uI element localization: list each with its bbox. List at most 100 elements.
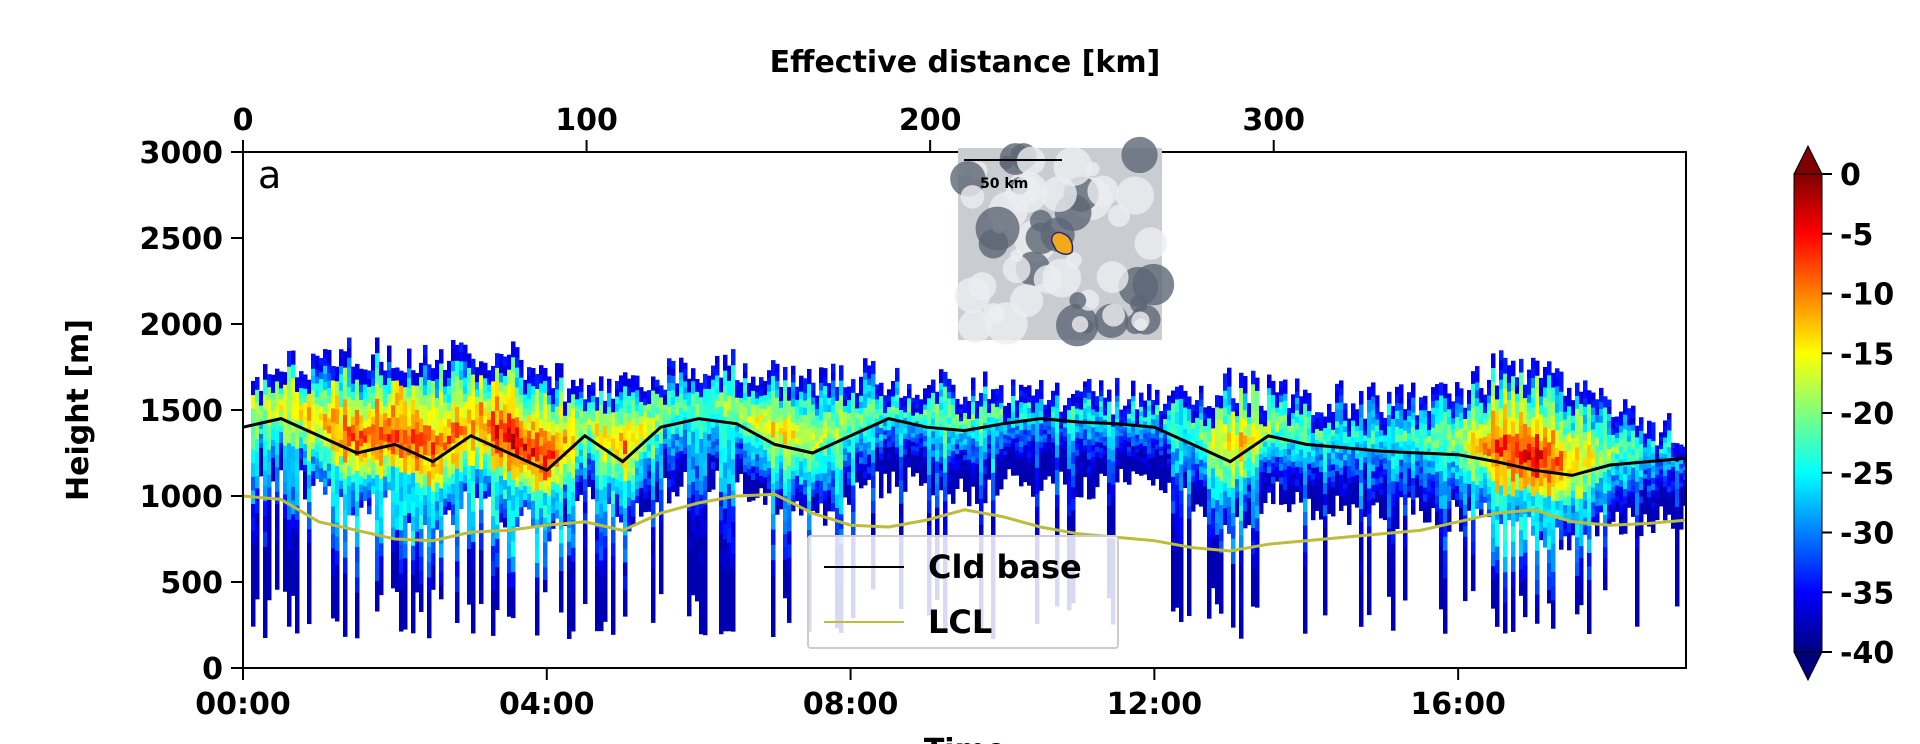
heatmap-cell <box>1155 399 1160 406</box>
heatmap-cell <box>471 419 476 436</box>
heatmap-cell <box>1147 405 1152 412</box>
heatmap-cell <box>459 342 464 353</box>
heatmap-cell <box>615 426 620 435</box>
heatmap-cell <box>1055 519 1060 533</box>
heatmap-cell <box>1263 476 1268 483</box>
heatmap-cell <box>659 512 664 525</box>
heatmap-cell <box>551 434 556 444</box>
heatmap-cell <box>1087 485 1092 493</box>
heatmap-cell <box>287 503 292 520</box>
heatmap-cell <box>595 552 600 567</box>
heatmap-cell <box>655 488 660 496</box>
heatmap-cell <box>1199 385 1204 393</box>
heatmap-cell <box>627 514 632 523</box>
heatmap-cell <box>567 569 572 584</box>
heatmap-cell <box>603 572 608 586</box>
heatmap-cell <box>1023 423 1028 430</box>
heatmap-cell <box>375 337 380 354</box>
heatmap-cell <box>663 394 668 400</box>
heatmap-cell <box>1175 496 1180 510</box>
heatmap-cell <box>727 512 732 529</box>
heatmap-cell <box>635 389 640 398</box>
heatmap-cell <box>1331 423 1336 430</box>
heatmap-cell <box>1115 435 1120 442</box>
heatmap-cell <box>783 533 788 547</box>
heatmap-cell <box>903 486 908 492</box>
heatmap-cell <box>651 458 656 473</box>
heatmap-cell <box>907 393 912 399</box>
heatmap-cell <box>915 412 920 417</box>
heatmap-cell <box>1135 412 1140 417</box>
heatmap-cell <box>1275 436 1280 443</box>
heatmap-cell <box>1315 450 1320 457</box>
heatmap-cell <box>899 526 904 539</box>
heatmap-cell <box>1291 406 1296 414</box>
heatmap-cell <box>519 480 524 491</box>
heatmap-cell <box>1267 407 1272 415</box>
heatmap-cell <box>679 414 684 423</box>
heatmap-cell <box>1107 401 1112 414</box>
heatmap-cell <box>547 412 552 423</box>
heatmap-cell <box>991 458 996 473</box>
heatmap-cell <box>1219 504 1224 518</box>
heatmap-cell <box>1271 449 1276 457</box>
heatmap-cell <box>315 396 320 404</box>
heatmap-cell <box>1279 422 1284 430</box>
heatmap-cell <box>579 378 584 386</box>
heatmap-cell <box>735 380 740 387</box>
heatmap-cell <box>1047 467 1052 473</box>
heatmap-cell <box>383 447 388 456</box>
heatmap-cell <box>1235 428 1240 436</box>
heatmap-cell <box>703 431 708 447</box>
heatmap-cell <box>527 398 532 408</box>
heatmap-cell <box>607 468 612 477</box>
heatmap-cell <box>295 561 300 577</box>
heatmap-cell <box>1131 450 1136 457</box>
heatmap-cell <box>1311 467 1316 474</box>
heatmap-cell <box>447 476 452 486</box>
heatmap-cell <box>1335 408 1340 416</box>
heatmap-cell <box>503 451 508 462</box>
heatmap-cell <box>451 411 456 423</box>
heatmap-cell <box>359 407 364 416</box>
heatmap-cell <box>587 458 592 465</box>
heatmap-cell <box>715 438 720 446</box>
heatmap-cell <box>255 524 260 538</box>
heatmap-cell <box>1123 409 1128 415</box>
heatmap-cell <box>1175 460 1180 473</box>
heatmap-cell <box>1087 492 1092 500</box>
heatmap-cell <box>1231 423 1236 437</box>
heatmap-cell <box>1115 464 1120 471</box>
heatmap-cell <box>1235 409 1240 417</box>
heatmap-cell <box>571 407 576 423</box>
heatmap-cell <box>939 429 944 437</box>
heatmap-cell <box>1011 395 1016 402</box>
heatmap-cell <box>803 392 808 401</box>
heatmap-cell <box>331 463 336 479</box>
heatmap-cell <box>1095 401 1100 407</box>
heatmap-cell <box>1267 413 1272 421</box>
heatmap-cell <box>451 473 456 485</box>
heatmap-cell <box>1255 581 1260 595</box>
heatmap-cell <box>1119 435 1124 440</box>
heatmap-cell <box>555 492 560 502</box>
heatmap-cell <box>1031 412 1036 419</box>
heatmap-cell <box>875 427 880 434</box>
heatmap-cell <box>775 438 780 448</box>
heatmap-cell <box>583 467 588 480</box>
heatmap-cell <box>343 541 348 558</box>
heatmap-cell <box>331 379 336 395</box>
heatmap-cell <box>519 437 524 447</box>
heatmap-cell <box>1307 404 1312 412</box>
heatmap-cell <box>1179 529 1184 544</box>
heatmap-cell <box>919 418 924 424</box>
heatmap-cell <box>879 446 884 454</box>
heatmap-cell <box>355 546 360 563</box>
heatmap-cell <box>1143 437 1148 442</box>
heatmap-cell <box>715 463 720 471</box>
heatmap-cell <box>1047 425 1052 431</box>
heatmap-cell <box>347 367 352 378</box>
heatmap-cell <box>315 444 320 452</box>
heatmap-cell <box>1203 498 1208 505</box>
heatmap-cell <box>943 472 948 487</box>
